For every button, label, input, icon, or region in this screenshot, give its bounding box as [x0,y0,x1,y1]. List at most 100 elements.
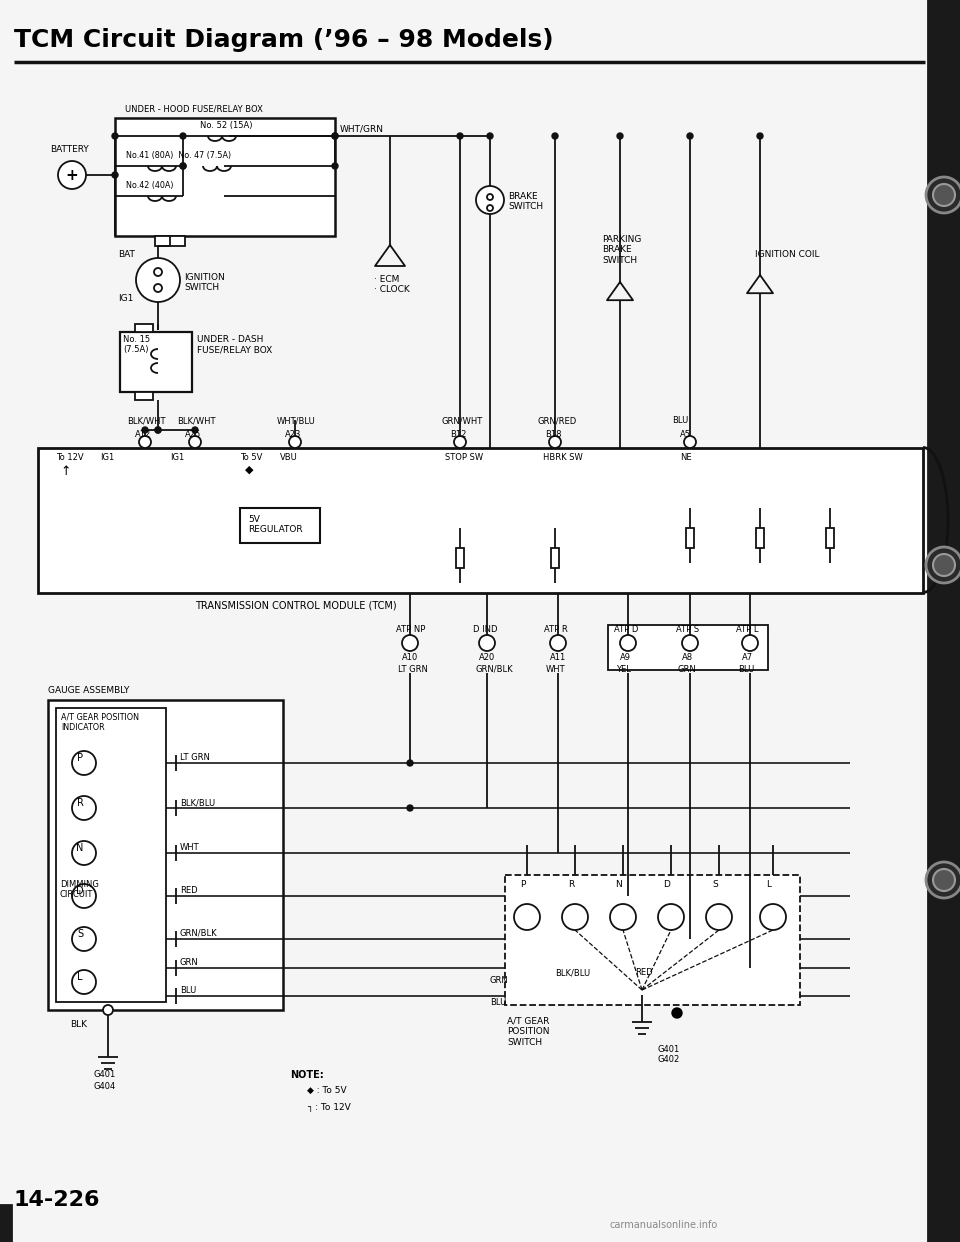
Text: BLK/BLU: BLK/BLU [555,968,590,977]
Circle shape [58,161,86,189]
Text: To 5V: To 5V [240,453,262,462]
Text: BLK/BLU: BLK/BLU [180,799,215,807]
Circle shape [562,904,588,930]
Text: GRN/WHT: GRN/WHT [442,416,483,425]
Circle shape [112,171,118,178]
Circle shape [407,760,413,766]
Text: R: R [568,881,574,889]
Circle shape [112,133,118,139]
Text: No. 15
(7.5A): No. 15 (7.5A) [123,335,150,354]
Bar [120,332,192,392]
Text: BLU: BLU [738,664,755,674]
Text: B12: B12 [450,430,467,438]
Circle shape [658,904,684,930]
Text: D: D [663,881,670,889]
Text: LT GRN: LT GRN [398,664,428,674]
Text: A11: A11 [550,653,566,662]
Text: NE: NE [680,453,691,462]
Text: R: R [77,799,84,809]
Bar [38,448,923,592]
Circle shape [180,163,186,169]
Text: 5V
REGULATOR: 5V REGULATOR [248,515,302,534]
Text: ↑: ↑ [60,465,70,478]
Text: TRANSMISSION CONTROL MODULE (TCM): TRANSMISSION CONTROL MODULE (TCM) [195,601,396,611]
Text: D: D [76,886,84,895]
Text: IG1: IG1 [100,453,114,462]
Text: A12: A12 [135,430,152,438]
Circle shape [154,284,162,292]
Text: BLU: BLU [180,986,196,995]
Circle shape [742,635,758,651]
Bar [456,548,464,568]
Circle shape [289,436,301,448]
Text: IG1: IG1 [118,294,133,303]
Circle shape [72,927,96,951]
Bar [928,0,960,1242]
Circle shape [926,862,960,898]
Circle shape [402,635,418,651]
Text: BLU: BLU [490,999,506,1007]
Text: L: L [766,881,772,889]
Text: A7: A7 [742,653,754,662]
Text: No.41 (80A)  No. 47 (7.5A): No.41 (80A) No. 47 (7.5A) [126,152,231,160]
Circle shape [684,436,696,448]
Text: PARKING
BRAKE
SWITCH: PARKING BRAKE SWITCH [602,235,641,265]
Circle shape [610,904,636,930]
Circle shape [933,554,955,576]
Text: WHT: WHT [180,843,200,852]
Text: WHT/BLU: WHT/BLU [277,416,316,425]
Text: L: L [77,972,83,982]
Circle shape [933,869,955,891]
Circle shape [760,904,786,930]
Text: GRN/RED: GRN/RED [537,416,576,425]
Text: No. 52 (15A): No. 52 (15A) [200,120,252,130]
Circle shape [332,133,338,139]
Circle shape [620,635,636,651]
Circle shape [926,178,960,212]
Text: ATP L: ATP L [736,625,758,633]
Circle shape [407,805,413,811]
Text: GRN/BLK: GRN/BLK [475,664,513,674]
Text: S: S [712,881,718,889]
Text: LT GRN: LT GRN [180,753,210,763]
Text: WHT: WHT [546,664,565,674]
Text: A5: A5 [680,430,691,438]
Circle shape [72,841,96,864]
Text: +: + [65,168,79,183]
Bar [115,118,335,236]
Circle shape [332,133,338,139]
Circle shape [706,904,732,930]
Bar [551,548,559,568]
Circle shape [672,1009,682,1018]
Text: WHT/GRN: WHT/GRN [340,125,384,134]
Text: RED: RED [180,886,198,895]
Circle shape [687,133,693,139]
Bar [135,392,153,400]
Circle shape [332,163,338,169]
Circle shape [72,884,96,908]
Text: ATP R: ATP R [544,625,567,633]
Circle shape [154,268,162,276]
Text: A8: A8 [682,653,693,662]
Text: GRN: GRN [490,976,509,985]
Circle shape [757,133,763,139]
Text: UNDER - HOOD FUSE/RELAY BOX: UNDER - HOOD FUSE/RELAY BOX [125,104,263,113]
Text: G401
G402: G401 G402 [657,1045,680,1064]
Circle shape [552,133,558,139]
Circle shape [142,427,148,433]
Text: To 12V: To 12V [56,453,84,462]
Circle shape [487,194,493,200]
Text: N: N [76,843,84,853]
Circle shape [550,635,566,651]
Circle shape [180,133,186,139]
Text: ATP S: ATP S [676,625,699,633]
Text: UNDER - DASH
FUSE/RELAY BOX: UNDER - DASH FUSE/RELAY BOX [197,335,273,354]
Text: IG1: IG1 [170,453,184,462]
Circle shape [136,258,180,302]
Bar [826,528,834,548]
Circle shape [72,970,96,994]
Text: DIMMING
CIRCUIT: DIMMING CIRCUIT [60,881,99,899]
Circle shape [192,427,198,433]
Text: N: N [615,881,622,889]
Text: G401: G401 [94,1071,116,1079]
